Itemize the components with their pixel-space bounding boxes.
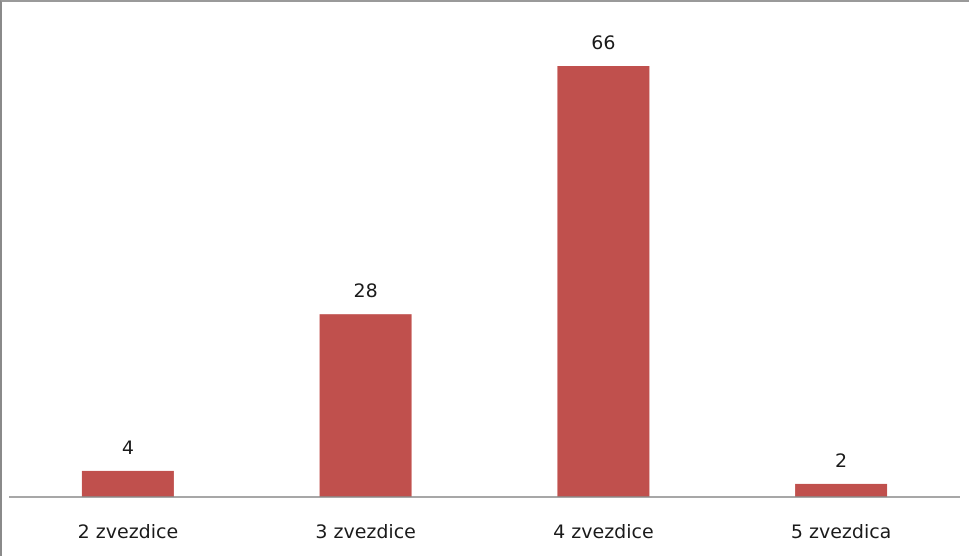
x-tick-label-1: 2 zvezdice <box>78 521 178 543</box>
bar-2 <box>319 314 412 497</box>
data-label-3: 66 <box>591 32 615 54</box>
bar-4 <box>795 483 888 497</box>
x-tick-label-3: 4 zvezdice <box>553 521 653 543</box>
x-tick-label-2: 3 zvezdice <box>315 521 415 543</box>
data-labels-group: 4 28 66 2 <box>122 32 847 472</box>
x-tick-labels-group: 2 zvezdice 3 zvezdice 4 zvezdice 5 zvezdica <box>78 521 892 543</box>
bar-1 <box>81 470 174 497</box>
bars-group <box>81 66 888 497</box>
bar-3 <box>557 66 650 497</box>
data-label-2: 28 <box>354 280 378 302</box>
data-label-4: 2 <box>835 450 847 472</box>
x-tick-label-4: 5 zvezdica <box>791 521 891 543</box>
data-label-1: 4 <box>122 437 134 459</box>
